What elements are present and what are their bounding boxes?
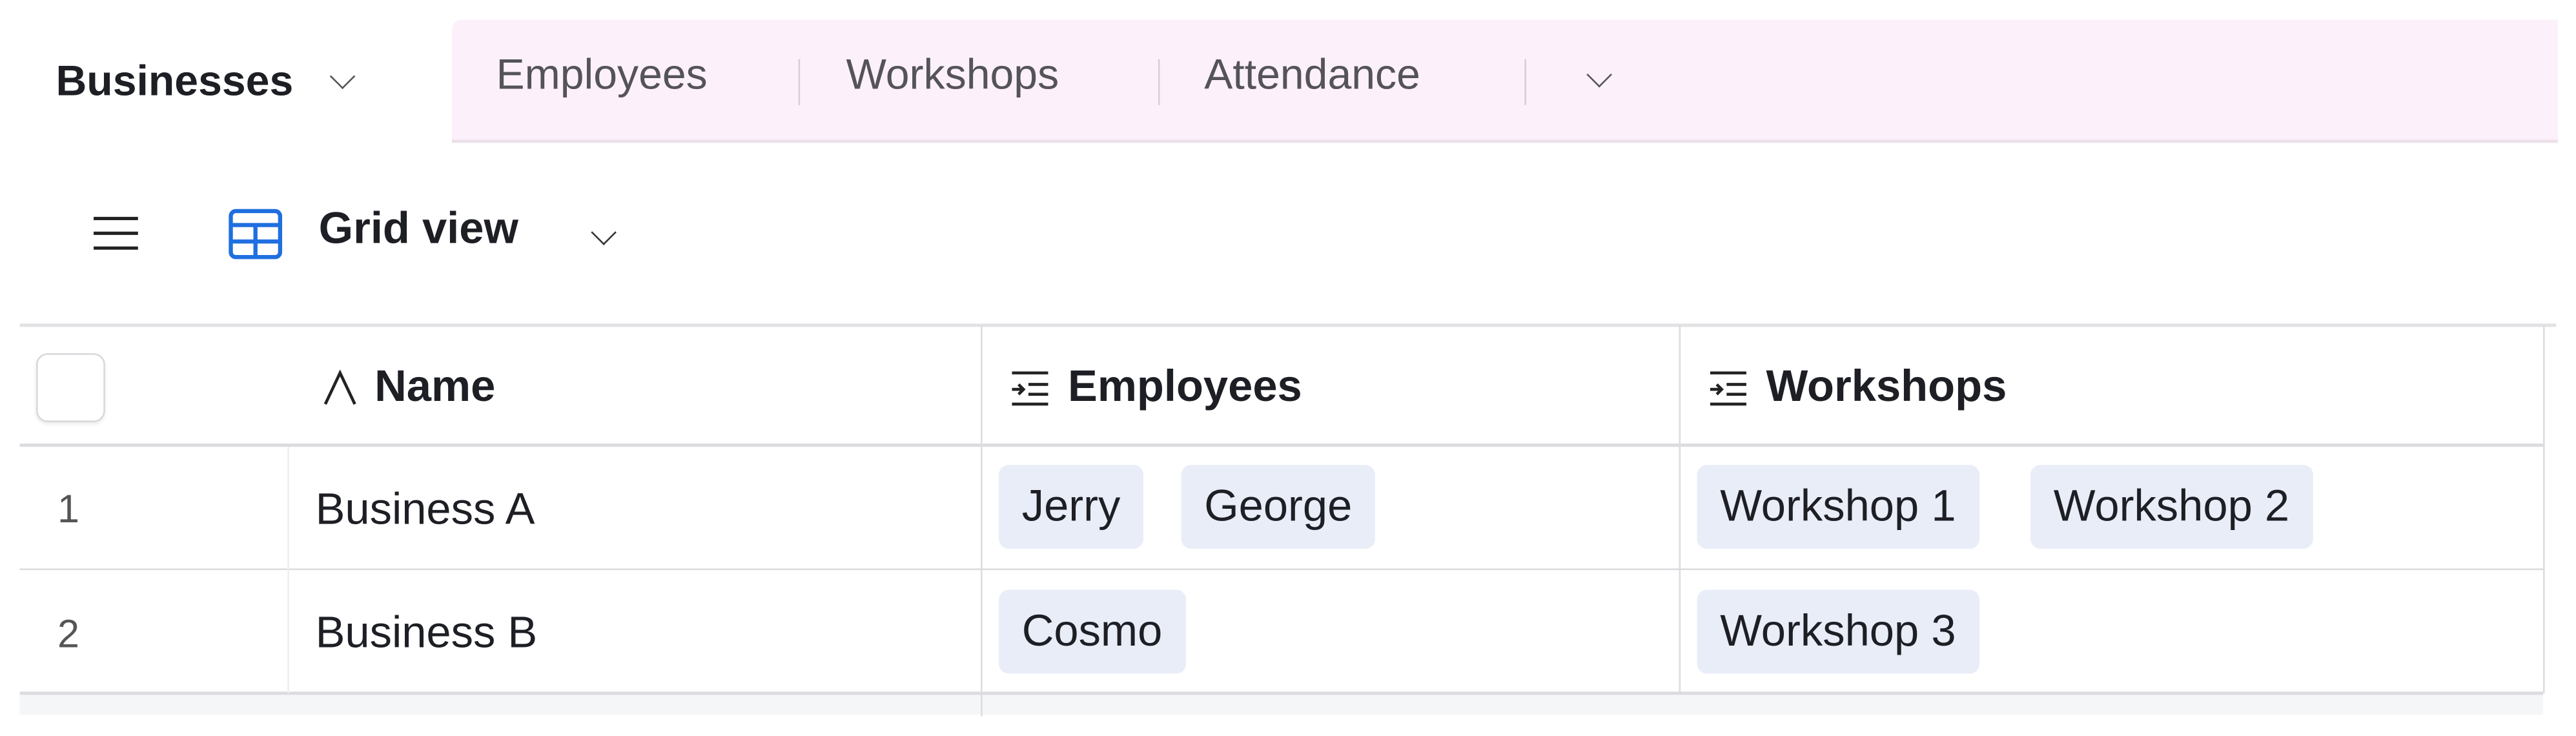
view-name[interactable]: Grid view [318, 203, 518, 253]
workshop-chip[interactable]: Workshop 1 [1697, 465, 1979, 549]
workshop-chip[interactable]: Workshop 2 [2030, 465, 2313, 549]
tab-divider [1524, 59, 1526, 105]
workshop-chip[interactable]: Workshop 3 [1697, 589, 1979, 674]
hamburger-icon[interactable] [92, 214, 141, 253]
row-number: 1 [57, 487, 80, 533]
row-number: 2 [57, 613, 80, 657]
column-label: Name [374, 361, 496, 411]
column-header-name[interactable]: Name [322, 361, 496, 413]
grid-table [19, 323, 2557, 718]
employee-chip[interactable]: George [1181, 465, 1375, 549]
row-divider [19, 691, 2544, 695]
tab-workshops[interactable]: Workshops [846, 49, 1059, 99]
employee-chip[interactable]: Cosmo [999, 589, 1186, 674]
view-chevron-down-icon[interactable] [591, 220, 617, 245]
grid-icon [229, 209, 283, 260]
column-label: Workshops [1766, 361, 2007, 411]
column-header-employees[interactable]: Employees [1008, 362, 1302, 413]
column-divider [981, 325, 983, 717]
linked-record-icon [1012, 371, 1048, 405]
chevron-down-icon[interactable] [329, 63, 355, 90]
tab-employees[interactable]: Employees [496, 49, 708, 99]
name-cell[interactable]: Business B [315, 608, 538, 657]
grid-footer [19, 695, 2544, 715]
column-label: Employees [1067, 361, 1302, 411]
column-divider [1679, 325, 1681, 693]
column-divider [287, 447, 289, 693]
tab-attendance[interactable]: Attendance [1204, 49, 1420, 99]
name-cell[interactable]: Business A [315, 484, 535, 534]
header-divider [19, 444, 2544, 447]
table-tabbar [451, 19, 2558, 143]
linked-record-icon [1710, 371, 1746, 405]
row-divider [19, 568, 2544, 570]
tab-label: Businesses [56, 56, 294, 105]
tab-divider [798, 59, 801, 105]
tab-divider [1158, 59, 1160, 105]
text-field-icon [323, 369, 356, 404]
column-divider [2543, 325, 2545, 693]
employee-chip[interactable]: Jerry [999, 465, 1144, 549]
tab-businesses[interactable]: Businesses [0, 19, 452, 143]
select-all-checkbox[interactable] [36, 353, 105, 422]
column-header-workshops[interactable]: Workshops [1707, 362, 2007, 413]
